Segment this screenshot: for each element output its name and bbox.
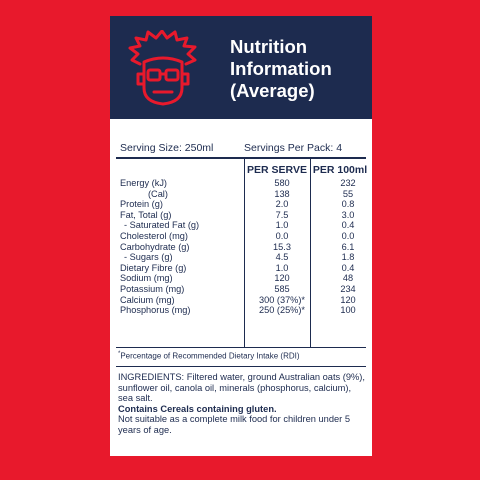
per-100ml-value: 234 (340, 283, 356, 294)
table-row: (Cal) 138 55 (120, 189, 368, 200)
per-100ml-value: 232 (340, 178, 356, 188)
table-row: Phosphorus (mg) 250 (25%)* 100 (120, 305, 368, 316)
nutrient-label: Potassium (mg) (120, 283, 185, 294)
column-divider-1 (244, 157, 245, 348)
per-100ml-value: 0.8 (341, 199, 355, 210)
nutrient-label: Phosphorus (mg) (120, 305, 191, 316)
ingredients-rule (116, 366, 366, 367)
ingredients-text: Filtered water, ground Australian oats (… (118, 372, 365, 404)
per-serve-value: 2.0 (275, 199, 289, 210)
serving-size: Serving Size: 250ml (120, 142, 214, 154)
column-header-per-100ml: PER 100ml (312, 164, 368, 176)
nutrient-table: Energy (kJ) 580 232 (Cal) 138 55 Protein (g) 2.… (120, 178, 368, 316)
nutrient-label: Sodium (mg) (120, 273, 173, 284)
rdi-footnote: *Percentage of Recommended Dietary Intak… (118, 351, 300, 361)
professor-face-icon (128, 30, 197, 106)
footnote-text: Percentage of Recommended Dietary Intake… (120, 351, 300, 361)
per-100ml-value: 55 (342, 188, 354, 199)
nutrient-label: Protein (g) (120, 199, 163, 210)
per-100ml-value: 3.0 (341, 209, 355, 220)
table-row: Potassium (mg) 585 234 (120, 284, 368, 295)
table-row: Sodium (mg) 120 48 (120, 273, 368, 284)
title-line-2: Information (230, 58, 332, 79)
table-row: Calcium (mg) 300 (37%)* 120 (120, 295, 368, 306)
per-serve-value: 1.0 (275, 220, 289, 231)
panel-header: Nutrition Information (Average) (110, 16, 372, 119)
per-serve-value: 7.5 (275, 209, 289, 220)
table-row: Cholesterol (mg) 0.0 0.0 (120, 231, 368, 242)
footnote-mark: * (118, 351, 121, 357)
table-row: Fat, Total (g) 7.5 3.0 (120, 210, 368, 221)
per-100ml-value: 6.1 (341, 241, 355, 252)
nutrition-panel: Nutrition Information (Average) Serving … (110, 16, 372, 456)
per-serve-value: 0.0 (275, 230, 289, 241)
column-header-per-serve: PER SERVE (247, 164, 307, 176)
ingredients-label: INGREDIENTS: (118, 372, 185, 382)
per-100ml-value: 48 (342, 273, 354, 284)
nutrient-label: Carbohydrate (g) (120, 241, 190, 252)
nutrient-label: (Cal) (148, 188, 168, 199)
per-serve-value: 585 (274, 283, 290, 294)
nutrient-label: Calcium (mg) (120, 294, 175, 305)
infant-warning: Not suitable as a complete milk food for… (118, 414, 351, 435)
nutrient-label: - Saturated Fat (g) (124, 220, 200, 231)
nutrient-label: Fat, Total (g) (120, 209, 172, 220)
per-serve-value: 300 (37%)* (259, 294, 305, 305)
per-serve-value: 120 (274, 273, 290, 284)
per-100ml-value: 1.8 (341, 252, 355, 263)
table-top-rule (116, 157, 366, 159)
ingredients-paragraph: INGREDIENTS: Filtered water, ground Aust… (118, 372, 366, 404)
per-100ml-value: 120 (340, 294, 356, 305)
nutrient-label: Cholesterol (mg) (120, 230, 188, 241)
per-serve-value: 138 (274, 188, 290, 199)
per-serve-value: 250 (25%)* (259, 305, 305, 316)
per-100ml-value: 0.4 (341, 220, 355, 231)
table-row: - Sugars (g) 4.5 1.8 (120, 252, 368, 263)
nutrient-label: Dietary Fibre (g) (120, 262, 187, 273)
per-100ml-value: 0.4 (341, 262, 355, 273)
per-serve-value: 4.5 (275, 252, 289, 263)
per-100ml-value: 100 (340, 305, 356, 316)
panel-title: Nutrition Information (Average) (230, 36, 370, 102)
allergen-statement: Contains Cereals containing gluten. (118, 403, 277, 414)
ingredients-block: INGREDIENTS: Filtered water, ground Aust… (118, 372, 366, 436)
table-row: Carbohydrate (g) 15.3 6.1 (120, 242, 368, 253)
nutrient-label: - Sugars (g) (124, 252, 173, 263)
title-line-1: Nutrition (230, 36, 308, 57)
table-bottom-rule (116, 347, 366, 348)
nutrient-label: Energy (kJ) (120, 178, 167, 188)
per-serve-value: 1.0 (275, 262, 289, 273)
table-row: Dietary Fibre (g) 1.0 0.4 (120, 263, 368, 274)
servings-per-pack: Servings Per Pack: 4 (244, 142, 343, 154)
column-divider-2 (310, 157, 311, 348)
table-row: - Saturated Fat (g) 1.0 0.4 (120, 220, 368, 231)
per-serve-value: 15.3 (273, 241, 291, 252)
table-row: Energy (kJ) 580 232 (120, 178, 368, 189)
title-line-3: (Average) (230, 80, 315, 101)
per-serve-value: 580 (274, 178, 290, 188)
table-row: Protein (g) 2.0 0.8 (120, 199, 368, 210)
per-100ml-value: 0.0 (341, 230, 355, 241)
